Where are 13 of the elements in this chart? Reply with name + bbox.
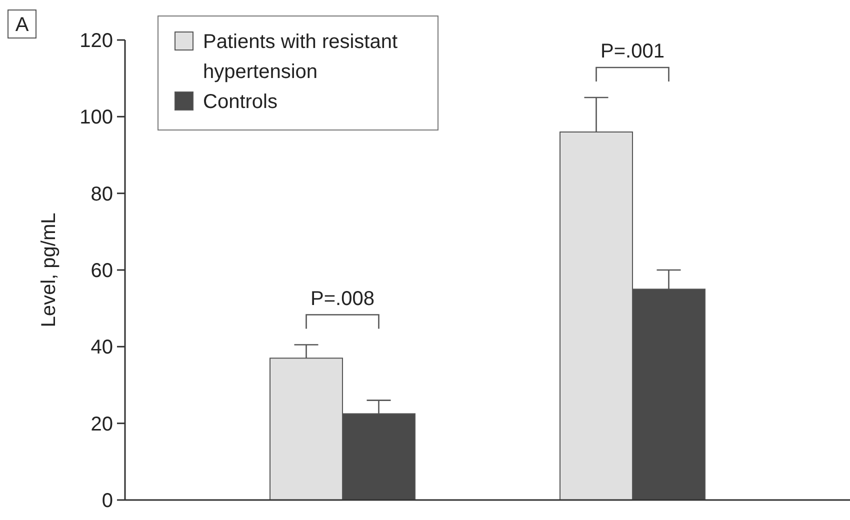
y-tick-label: 40 <box>90 336 113 359</box>
annotation: P=.001 <box>600 40 664 62</box>
y-tick-label: 100 <box>80 106 113 129</box>
text: A <box>15 14 30 36</box>
y-tick-label: 120 <box>80 30 113 52</box>
y-tick-label: 20 <box>90 413 113 436</box>
y-tick-label: 0 <box>102 490 113 512</box>
y-tick-label: 60 <box>90 260 113 282</box>
legend-label: Controls <box>203 91 278 113</box>
legend-label: Patients with resistant hypertension <box>203 31 398 83</box>
annotation: P=.008 <box>310 288 374 310</box>
y-axis-title: Level, pg/mL <box>38 212 60 328</box>
y-tick-label: 80 <box>90 183 113 206</box>
